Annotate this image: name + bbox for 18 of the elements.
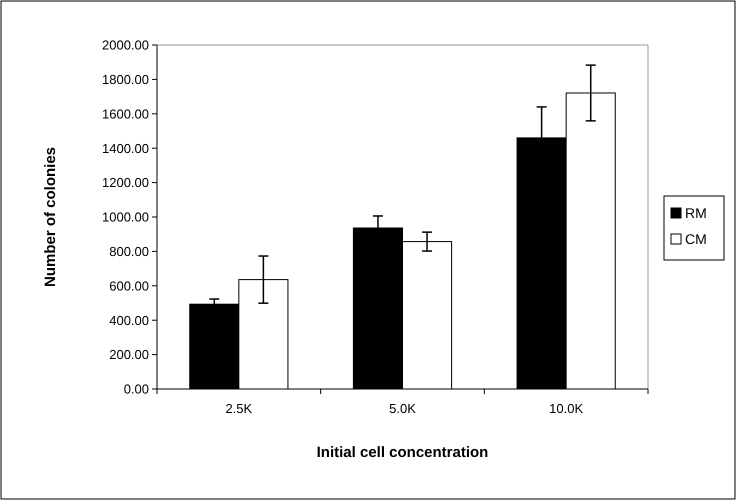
x-tick-label: 2.5K bbox=[225, 401, 253, 416]
legend-label: RM bbox=[685, 204, 707, 221]
y-tick-label: 800.00 bbox=[109, 244, 149, 259]
x-tick-label: 10.0K bbox=[549, 401, 584, 416]
y-tick-label: 2000.00 bbox=[102, 38, 149, 53]
y-tick-label: 600.00 bbox=[109, 278, 149, 294]
y-tick-label: 1400.00 bbox=[102, 140, 149, 156]
x-tick-label: 5.0K bbox=[389, 401, 416, 416]
y-tick-label: 1000.00 bbox=[102, 210, 149, 225]
y-tick-label: 1200.00 bbox=[102, 175, 149, 190]
y-tick-label: 400.00 bbox=[109, 312, 149, 328]
x-axis-title: Initial cell concentration bbox=[316, 444, 488, 461]
y-tick-label: 1800.00 bbox=[102, 72, 149, 87]
y-tick-label: 1600.00 bbox=[102, 106, 149, 122]
y-axis-title: Number of colonies bbox=[42, 146, 59, 288]
y-tick-label: 0.00 bbox=[124, 382, 149, 397]
y-tick-label: 200.00 bbox=[109, 347, 149, 362]
legend-label: CM bbox=[685, 230, 707, 247]
